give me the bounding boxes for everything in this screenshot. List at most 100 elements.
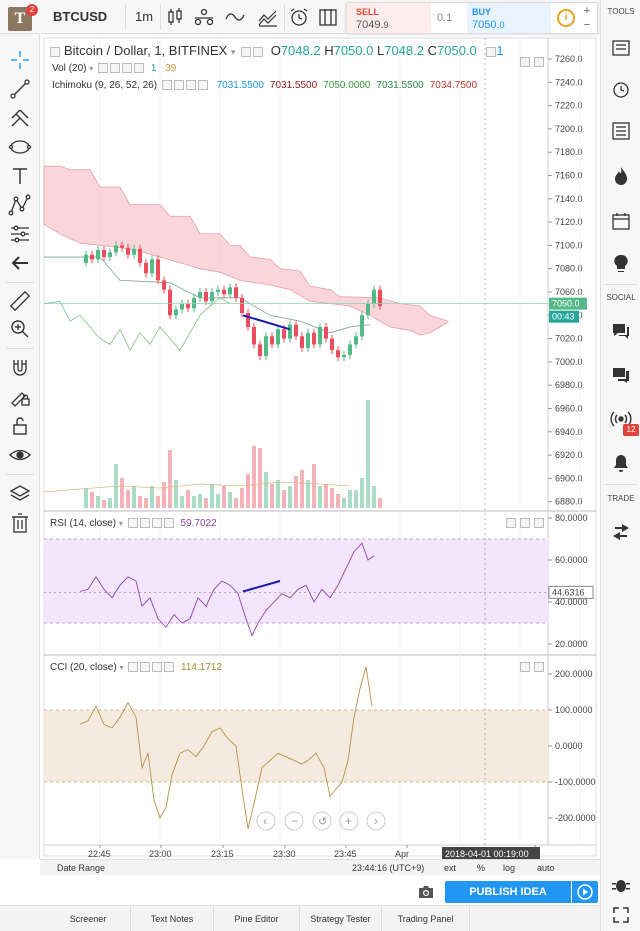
publish-dropdown-button[interactable] — [572, 881, 598, 903]
volume-bar — [120, 478, 124, 508]
tab-screener[interactable]: Screener — [46, 906, 131, 931]
bell-icon[interactable] — [610, 452, 632, 474]
cci-more-button[interactable] — [164, 662, 175, 673]
ruler-icon[interactable] — [8, 289, 32, 313]
rsi-settings-button[interactable] — [139, 518, 150, 529]
layers-icon[interactable] — [8, 482, 32, 506]
cci-settings-button[interactable] — [140, 662, 151, 673]
tab-trading-panel[interactable]: Trading Panel — [382, 906, 470, 931]
zoom-in-icon[interactable] — [8, 317, 32, 341]
cci-pane-up-button[interactable] — [520, 662, 530, 672]
volume-bar — [228, 492, 232, 508]
ichimoku-eye-button[interactable] — [161, 80, 172, 91]
templates-icon[interactable] — [257, 6, 279, 28]
hotlist-flame-icon[interactable] — [610, 165, 632, 187]
volume-bar — [354, 490, 358, 508]
chart-area[interactable]: 7260.0 7240.0 7220.0 7200.0 7180.0 7160.0 7140… — [40, 34, 600, 860]
tab-strategy-tester[interactable]: Strategy Tester — [300, 906, 382, 931]
pane-down-button[interactable] — [534, 57, 544, 67]
volume-settings-button[interactable] — [110, 63, 121, 74]
unlock-icon[interactable] — [8, 414, 32, 438]
collapse-legend-button[interactable] — [50, 46, 60, 57]
candles-icon[interactable] — [164, 6, 186, 28]
alarm-clock-icon[interactable] — [610, 78, 632, 100]
cci-pane-max-button[interactable] — [534, 662, 544, 672]
trash-icon[interactable] — [8, 511, 32, 535]
rsi-pane-down-button[interactable] — [520, 518, 530, 528]
fullscreen-arrows-icon[interactable] — [610, 904, 632, 926]
calendar-icon[interactable] — [610, 210, 632, 232]
volume-more-button[interactable] — [134, 63, 145, 74]
plus-button[interactable]: + — [583, 5, 591, 17]
rsi-remove-button[interactable] — [151, 518, 162, 529]
pitchfork-icon[interactable] — [8, 106, 32, 130]
info-icon[interactable]: i — [557, 9, 575, 27]
chevron-down-icon[interactable]: ▾ — [118, 519, 123, 528]
data-window-icon[interactable] — [610, 120, 632, 142]
streams-icon[interactable] — [610, 364, 632, 386]
chat-icon[interactable] — [610, 320, 632, 342]
alert-clock-icon[interactable] — [288, 6, 310, 28]
settings-button[interactable] — [253, 46, 264, 57]
buy-button[interactable]: BUY 7050.0 — [467, 3, 551, 33]
log-toggle[interactable]: log — [503, 863, 516, 873]
chevron-down-icon[interactable]: ▾ — [89, 64, 94, 73]
prediction-icon[interactable] — [8, 222, 32, 246]
percent-toggle[interactable]: % — [477, 863, 486, 873]
volume-eye-button[interactable] — [98, 63, 109, 74]
candle — [330, 338, 334, 351]
crosshair-icon[interactable] — [8, 48, 32, 72]
social-section-label: SOCIAL — [606, 293, 636, 302]
time-axis-label: 23:15 — [211, 849, 234, 859]
watchlist-icon[interactable] — [610, 37, 632, 59]
indicators-icon[interactable] — [224, 6, 246, 28]
chevron-down-icon[interactable]: ▾ — [119, 663, 124, 672]
trendline-icon[interactable] — [8, 77, 32, 101]
volume-remove-button[interactable] — [122, 63, 133, 74]
rsi-more-button[interactable] — [163, 518, 174, 529]
chart-canvas[interactable]: 7260.0 7240.0 7220.0 7200.0 7180.0 7160.0 7140… — [40, 34, 600, 860]
pattern-icon[interactable] — [8, 193, 32, 217]
text-tool-icon[interactable] — [8, 164, 32, 188]
ideas-bulb-icon[interactable] — [610, 253, 632, 275]
ichimoku-remove-button[interactable] — [185, 80, 196, 91]
buy-sell-panel: SELL 7049.9 0.1 BUY 7050.0 i + − — [346, 2, 598, 34]
rsi-pane-max-button[interactable] — [534, 518, 544, 528]
date-range-button[interactable]: Date Range — [57, 863, 106, 873]
back-arrow-icon[interactable] — [8, 251, 32, 275]
ichimoku-more-button[interactable] — [197, 80, 208, 91]
volume-bar — [288, 486, 292, 508]
cci-remove-button[interactable] — [152, 662, 163, 673]
replay-icon[interactable] — [317, 6, 339, 28]
camera-icon[interactable] — [418, 885, 434, 899]
chevron-down-icon[interactable]: ▾ — [230, 47, 236, 57]
alert-button[interactable] — [486, 46, 497, 57]
cci-eye-button[interactable] — [128, 662, 139, 673]
bug-report-icon[interactable] — [610, 874, 632, 896]
volume-legend: Vol (20) ▾ 1 39 — [52, 63, 176, 74]
minus-button[interactable]: − — [583, 19, 591, 31]
tab-pine-editor[interactable]: Pine Editor — [214, 906, 300, 931]
tab-text-notes[interactable]: Text Notes — [131, 906, 214, 931]
candle — [354, 336, 358, 345]
volume-bar — [324, 484, 328, 508]
eye-icon[interactable] — [8, 443, 32, 467]
compare-icon[interactable] — [193, 6, 215, 28]
ellipse-icon[interactable] — [8, 135, 32, 159]
lock-drawings-icon[interactable] — [8, 385, 32, 409]
publish-idea-button[interactable]: PUBLISH IDEA — [445, 881, 571, 903]
rsi-pane-up-button[interactable] — [506, 518, 516, 528]
interval-button[interactable]: 1m — [135, 9, 154, 24]
ichimoku-settings-button[interactable] — [173, 80, 184, 91]
symbol-search-button[interactable]: BTCUSD — [53, 9, 108, 24]
trading-arrows-icon[interactable] — [610, 521, 632, 543]
auto-toggle[interactable]: auto — [537, 863, 555, 873]
pane-up-button[interactable] — [520, 57, 530, 67]
extended-hours-toggle[interactable]: ext — [444, 863, 457, 873]
cci-legend: CCI (20, close) ▾ 114.1712 — [50, 662, 222, 673]
eye-toggle-button[interactable] — [241, 46, 252, 57]
magnet-icon[interactable] — [8, 356, 32, 380]
sell-button[interactable]: SELL 7049.9 — [347, 3, 431, 33]
rsi-eye-button[interactable] — [127, 518, 138, 529]
crosshair-time-tag — [442, 847, 540, 860]
